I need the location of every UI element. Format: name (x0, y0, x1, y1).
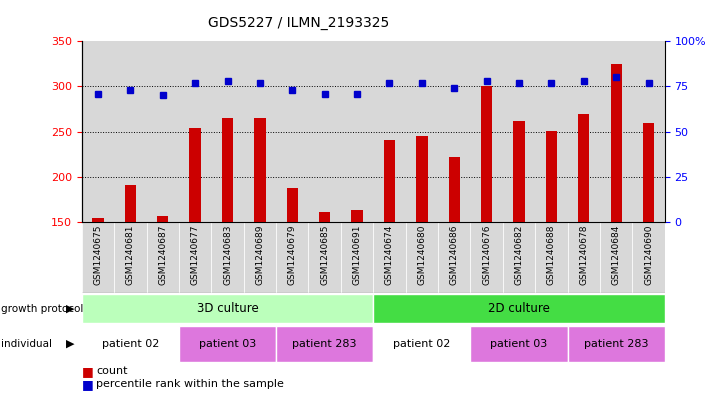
Text: patient 03: patient 03 (199, 339, 256, 349)
Bar (82, 326, 179, 362)
Bar (471, 326, 567, 362)
Bar (611, 64, 622, 222)
Bar (341, 41, 373, 222)
Text: ■: ■ (82, 378, 94, 391)
Bar (503, 41, 535, 222)
Bar (643, 123, 654, 222)
Bar (600, 222, 632, 293)
Bar (92, 219, 104, 222)
Bar (471, 222, 503, 293)
Text: percentile rank within the sample: percentile rank within the sample (96, 379, 284, 389)
Bar (471, 41, 503, 222)
Bar (632, 41, 665, 222)
Text: patient 02: patient 02 (393, 339, 451, 349)
Bar (373, 294, 665, 323)
Bar (341, 222, 373, 293)
Bar (309, 41, 341, 222)
Bar (276, 326, 373, 362)
Bar (632, 222, 665, 293)
Text: growth protocol: growth protocol (1, 303, 84, 314)
Text: patient 03: patient 03 (491, 339, 547, 349)
Text: GSM1240687: GSM1240687 (159, 224, 167, 285)
Text: GSM1240683: GSM1240683 (223, 224, 232, 285)
Text: GSM1240685: GSM1240685 (320, 224, 329, 285)
Text: GSM1240676: GSM1240676 (482, 224, 491, 285)
Text: GSM1240678: GSM1240678 (579, 224, 588, 285)
Text: GSM1240674: GSM1240674 (385, 224, 394, 285)
Bar (255, 118, 266, 222)
Bar (211, 41, 244, 222)
Bar (114, 41, 146, 222)
Bar (179, 41, 211, 222)
Text: GSM1240688: GSM1240688 (547, 224, 556, 285)
Bar (546, 131, 557, 222)
Bar (82, 222, 114, 293)
Text: ■: ■ (82, 365, 94, 378)
Text: GSM1240675: GSM1240675 (93, 224, 102, 285)
Bar (276, 41, 309, 222)
Bar (124, 185, 136, 222)
Text: GSM1240681: GSM1240681 (126, 224, 135, 285)
Bar (438, 41, 471, 222)
Bar (578, 114, 589, 222)
Bar (82, 41, 114, 222)
Bar (406, 222, 438, 293)
Bar (114, 222, 146, 293)
Bar (406, 41, 438, 222)
Text: GSM1240677: GSM1240677 (191, 224, 200, 285)
Bar (373, 222, 406, 293)
Bar (600, 41, 632, 222)
Bar (189, 128, 201, 222)
Text: 2D culture: 2D culture (488, 302, 550, 315)
Text: GSM1240691: GSM1240691 (353, 224, 362, 285)
Bar (244, 222, 276, 293)
Text: patient 283: patient 283 (584, 339, 648, 349)
Text: ▶: ▶ (66, 303, 75, 314)
Text: count: count (96, 366, 127, 376)
Bar (157, 216, 169, 222)
Bar (535, 41, 567, 222)
Bar (503, 222, 535, 293)
Text: 3D culture: 3D culture (197, 302, 258, 315)
Text: patient 02: patient 02 (102, 339, 159, 349)
Text: GSM1240679: GSM1240679 (288, 224, 296, 285)
Bar (319, 212, 331, 222)
Bar (438, 222, 471, 293)
Bar (513, 121, 525, 222)
Bar (567, 222, 600, 293)
Bar (309, 222, 341, 293)
Text: GSM1240686: GSM1240686 (450, 224, 459, 285)
Text: GSM1240684: GSM1240684 (611, 224, 621, 285)
Bar (222, 118, 233, 222)
Bar (146, 41, 179, 222)
Bar (567, 41, 600, 222)
Bar (416, 136, 427, 222)
Bar (351, 210, 363, 222)
Bar (373, 41, 406, 222)
Bar (481, 86, 492, 222)
Text: GSM1240682: GSM1240682 (515, 224, 523, 285)
Bar (567, 326, 665, 362)
Text: GSM1240689: GSM1240689 (255, 224, 264, 285)
Text: GDS5227 / ILMN_2193325: GDS5227 / ILMN_2193325 (208, 16, 389, 30)
Text: ▶: ▶ (66, 339, 75, 349)
Bar (384, 140, 395, 222)
Text: GSM1240680: GSM1240680 (417, 224, 427, 285)
Bar (179, 222, 211, 293)
Bar (373, 326, 471, 362)
Text: patient 283: patient 283 (292, 339, 357, 349)
Bar (211, 222, 244, 293)
Bar (276, 222, 309, 293)
Text: GSM1240690: GSM1240690 (644, 224, 653, 285)
Bar (82, 294, 373, 323)
Text: individual: individual (1, 339, 53, 349)
Bar (179, 326, 276, 362)
Bar (449, 157, 460, 222)
Bar (287, 188, 298, 222)
Bar (535, 222, 567, 293)
Bar (146, 222, 179, 293)
Bar (244, 41, 276, 222)
